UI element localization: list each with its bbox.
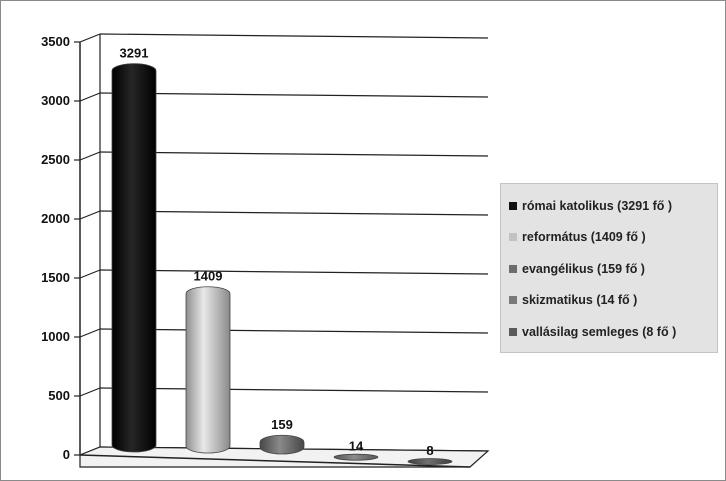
legend-swatch (509, 264, 517, 273)
legend-label: római katolikus (3291 fő ) (522, 198, 673, 213)
axes: 0 500 1000 1500 2000 2500 3000 3500 (41, 34, 490, 468)
data-label: 1409 (194, 269, 223, 284)
gridline-side (79, 92, 101, 102)
gridline (99, 269, 489, 275)
data-label: 8 (426, 443, 433, 458)
bar-body (111, 63, 157, 453)
legend: római katolikus (3291 fő ) református (14… (500, 183, 718, 353)
legend-item: római katolikus (3291 fő ) (509, 190, 717, 222)
gridline (99, 151, 489, 157)
gridline (99, 33, 489, 39)
y-tick-label: 2500 (41, 152, 70, 167)
gridline-side (79, 328, 101, 338)
bar-2 (185, 286, 231, 454)
legend-item: evangélikus (159 fő ) (509, 253, 717, 285)
bar-body (407, 458, 453, 465)
y-tick-label: 1000 (41, 329, 70, 344)
gridline-side (79, 151, 101, 161)
bar-body (333, 453, 379, 461)
legend-label: vallásilag semleges (8 fő ) (522, 324, 677, 339)
legend-item: skizmatikus (14 fő ) (509, 285, 717, 317)
legend-item: református (1409 fő ) (509, 222, 717, 254)
legend-label: skizmatikus (14 fő ) (522, 293, 638, 308)
bar-4 (333, 453, 379, 461)
gridline (99, 328, 489, 334)
y-tick-label: 3000 (41, 93, 70, 108)
bar-body (185, 286, 231, 454)
legend-swatch (509, 233, 517, 242)
legend-swatch (509, 296, 517, 305)
gridline-side (79, 269, 101, 279)
gridline-side (79, 387, 101, 397)
gridline-side (79, 33, 101, 43)
bar-3 (259, 434, 305, 455)
data-label: 159 (271, 417, 293, 432)
legend-label: református (1409 fő ) (522, 230, 646, 245)
legend-item: vallásilag semleges (8 fő ) (509, 316, 717, 348)
floor (79, 446, 490, 468)
data-label: 3291 (120, 46, 149, 61)
gridline (99, 387, 489, 393)
legend-label: evangélikus (159 fő ) (522, 261, 645, 276)
bar-body (259, 434, 305, 455)
bars (111, 63, 453, 465)
gridline-side (79, 210, 101, 220)
bar-5 (407, 458, 453, 465)
data-labels: 3291 1409 159 14 8 (120, 46, 434, 458)
y-tick-label: 0 (63, 447, 70, 462)
y-tick-label: 1500 (41, 270, 70, 285)
gridline (99, 210, 489, 216)
y-tick-label: 2000 (41, 211, 70, 226)
y-tick-label: 500 (48, 388, 70, 403)
x-axis (79, 454, 471, 468)
y-tick-label: 3500 (41, 34, 70, 49)
bar-1 (111, 63, 157, 453)
legend-swatch (509, 201, 517, 210)
gridline (99, 92, 489, 98)
legend-swatch (509, 327, 517, 336)
data-label: 14 (349, 438, 364, 453)
